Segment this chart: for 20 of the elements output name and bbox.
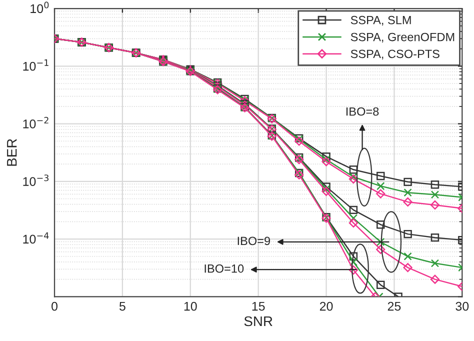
annotation: IBO=10: [204, 264, 244, 273]
annotation: IBO=9: [238, 236, 270, 246]
x-tick-label: 25: [388, 302, 401, 311]
y-tick-label: 10$^{−4}$: [23, 232, 49, 244]
y-axis-title: BER: [7, 138, 17, 166]
x-axis-title: SNR: [244, 316, 272, 326]
x-tick-label: 15: [252, 302, 265, 311]
legend-label: SSPA, SLM: [350, 16, 411, 26]
x-tick-label: 20: [320, 302, 333, 311]
y-tick-label: 10$^{0}$: [30, 2, 49, 14]
y-tick-label: 10$^{−3}$: [23, 174, 48, 186]
annotation: IBO=8: [346, 107, 379, 116]
y-tick-label: 10$^{−2}$: [23, 116, 48, 128]
legend-label: SSPA, CSO-PTS: [350, 50, 440, 60]
x-tick-label: 30: [456, 302, 469, 311]
x-tick-label: 5: [119, 302, 126, 311]
x-tick-label: 0: [52, 302, 58, 311]
x-tick-label: 10: [184, 302, 197, 311]
y-tick-label: 10$^{−1}$: [23, 59, 48, 71]
legend-label: SSPA, GreenOFDM: [350, 32, 454, 43]
